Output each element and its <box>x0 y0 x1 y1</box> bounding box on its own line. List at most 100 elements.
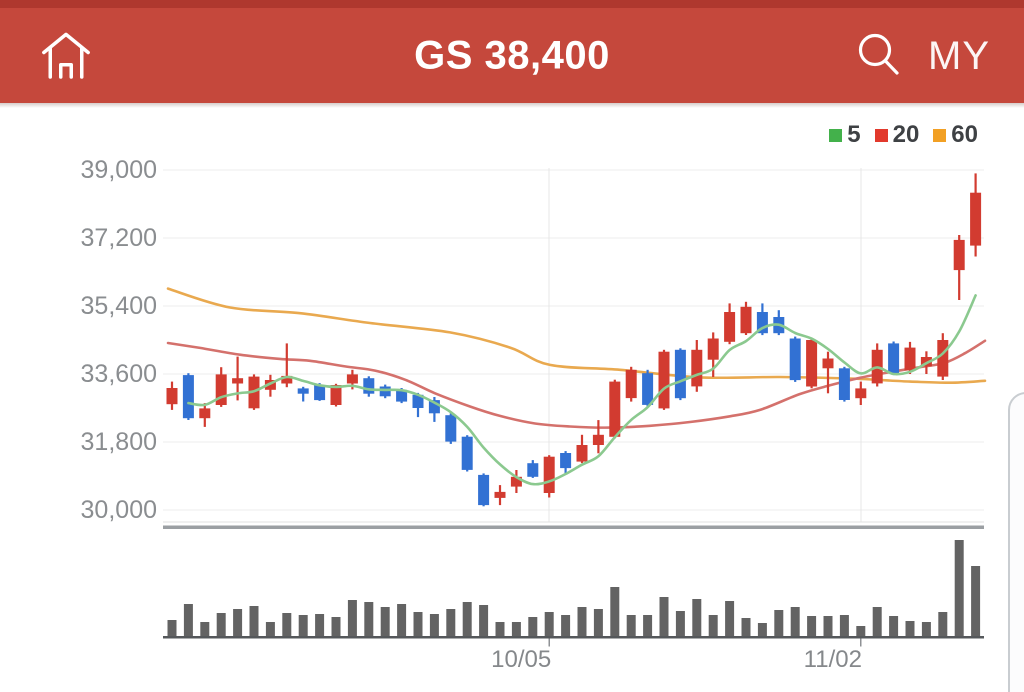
candle-down <box>560 453 572 469</box>
candle-wick <box>285 343 288 388</box>
volume-bar <box>905 621 915 637</box>
price-gridline <box>163 373 984 375</box>
volume-bar <box>856 626 866 637</box>
candle-up <box>232 378 244 384</box>
ma5-legend-item: 5 <box>829 121 861 148</box>
volume-bar <box>364 602 374 637</box>
candle-up <box>215 374 227 405</box>
price-tick-label: 31,800 <box>80 428 157 456</box>
volume-bar <box>971 566 981 637</box>
search-button[interactable] <box>854 30 906 82</box>
candle-wick <box>302 386 305 402</box>
volume-bar <box>610 587 620 637</box>
ma-legend: 5 20 60 <box>829 123 978 147</box>
volume-bar <box>429 614 439 637</box>
candle-up <box>904 347 916 371</box>
volume-bar <box>577 607 587 637</box>
candle-down <box>182 375 194 419</box>
candle-up <box>658 351 670 409</box>
volume-bar <box>380 607 390 637</box>
volume-bar <box>790 607 800 637</box>
candle-up <box>543 456 555 493</box>
candle-up <box>166 388 178 405</box>
candle-down <box>527 463 539 477</box>
ma20-legend-label: 20 <box>892 121 920 148</box>
volume-bar <box>167 620 177 637</box>
candle-down <box>888 343 900 374</box>
search-icon <box>858 33 899 75</box>
candle-down <box>379 386 391 397</box>
volume-bar <box>462 602 472 637</box>
candle-up <box>494 491 506 498</box>
ma20-legend-swatch-icon <box>874 128 888 142</box>
candle-down <box>642 373 654 405</box>
candle-up <box>330 385 342 405</box>
ma60-line <box>166 287 987 385</box>
candle-down <box>674 349 686 399</box>
candle-up <box>510 476 522 487</box>
volume-bar <box>675 611 685 637</box>
volume-bar <box>446 609 456 637</box>
volume-bar <box>347 600 357 637</box>
candle-down <box>838 368 850 400</box>
ma5-legend-label: 5 <box>847 121 861 148</box>
ma20-legend-item: 20 <box>874 121 920 148</box>
candle-up <box>346 374 358 384</box>
my-button[interactable]: MY <box>928 33 990 78</box>
date-gridline <box>860 168 862 522</box>
candle-up <box>937 340 949 377</box>
candle-down <box>314 385 326 401</box>
volume-bar <box>331 617 341 637</box>
candle-up <box>691 349 703 387</box>
volume-bar <box>692 599 702 637</box>
date-tickmark <box>548 637 550 647</box>
candle-up <box>707 338 719 360</box>
volume-bar <box>216 613 226 637</box>
candle-down <box>297 388 309 394</box>
home-button[interactable] <box>36 26 96 86</box>
ma60-legend-item: 60 <box>933 123 978 147</box>
price-gridline <box>163 169 984 171</box>
candle-down <box>756 312 768 334</box>
volume-bar <box>659 597 669 637</box>
volume-bar <box>823 616 833 637</box>
price-gridline <box>163 237 984 239</box>
home-icon <box>42 32 90 79</box>
candle-up <box>970 192 982 246</box>
volume-bar <box>528 617 538 637</box>
ma5-legend-swatch-icon <box>829 128 843 142</box>
candle-down <box>445 415 457 442</box>
candle-up <box>806 340 818 387</box>
volume-bar <box>265 622 275 637</box>
app-header: GS 38,400 MY <box>0 8 1024 108</box>
pane-separator <box>163 525 984 529</box>
price-tick-label: 37,200 <box>80 224 157 252</box>
volume-bar <box>479 605 489 637</box>
volume-bar <box>626 615 636 637</box>
volume-bar <box>708 615 718 637</box>
ma60-legend-label: 60 <box>951 121 978 148</box>
volume-bar <box>938 612 948 637</box>
volume-bar <box>495 622 505 637</box>
candle-up <box>281 375 293 384</box>
volume-bar <box>757 623 767 637</box>
volume-bar <box>397 604 407 637</box>
candle-up <box>199 408 211 419</box>
volume-bar <box>315 614 325 637</box>
candle-up <box>576 445 588 462</box>
candle-up <box>625 369 637 399</box>
ma5-line <box>187 294 977 486</box>
volume-bar <box>593 609 603 637</box>
volume-baseline <box>163 636 984 639</box>
candle-down <box>363 378 375 394</box>
volume-bar <box>643 615 653 637</box>
candle-up <box>920 357 932 367</box>
volume-bar <box>741 618 751 637</box>
edge-panel-handle[interactable] <box>1008 392 1024 692</box>
candle-up <box>724 312 736 342</box>
price-tick-label: 39,000 <box>80 156 157 184</box>
volume-bar <box>511 622 521 637</box>
candle-up <box>740 306 752 334</box>
ma60-legend-swatch-icon <box>933 128 947 142</box>
